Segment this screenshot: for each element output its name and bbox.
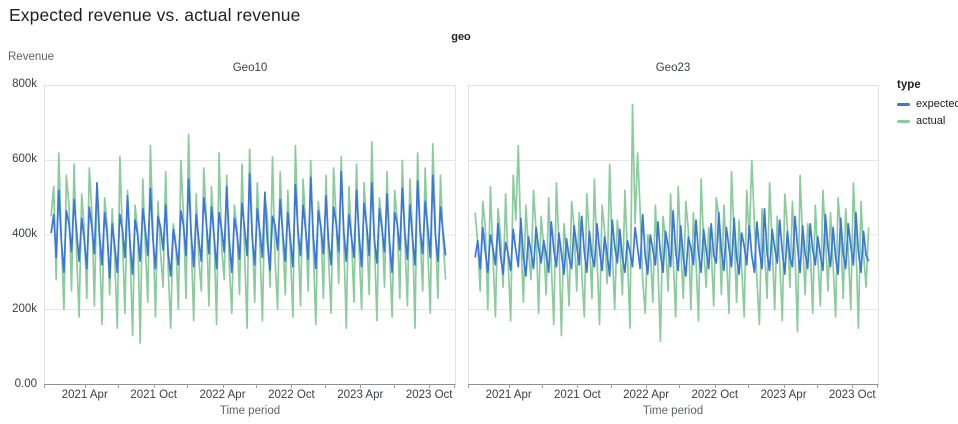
- x-minor-tick: [118, 384, 120, 388]
- x-tick-label: 2021 Oct: [554, 389, 601, 401]
- x-tick: [84, 384, 86, 388]
- panel-title-geo23: Geo23: [655, 62, 691, 74]
- x-minor-tick: [877, 384, 878, 388]
- y-tick-label: 0.00: [14, 378, 37, 390]
- x-minor-tick: [393, 384, 395, 388]
- x-tick: [291, 384, 293, 388]
- panel-title-geo10: Geo10: [232, 62, 268, 74]
- legend: type expected actual: [897, 79, 958, 132]
- x-tick-label: 2023 Oct: [828, 389, 876, 401]
- x-tick: [577, 384, 579, 388]
- x-tick: [714, 384, 716, 388]
- x-minor-tick: [187, 384, 189, 388]
- x-tick-label: 2023 Oct: [405, 389, 453, 401]
- x-tick-label: 2022 Apr: [623, 389, 670, 401]
- y-axis-title: Revenue: [8, 51, 55, 63]
- chart-panel-geo23[interactable]: 2021 Apr 2021 Oct 2022 Apr 2022 Oct 2023 Apr…: [468, 85, 879, 401]
- y-tick-label: 600k: [12, 153, 37, 165]
- legend-entry-expected[interactable]: expected: [897, 98, 958, 110]
- x-tick: [852, 384, 854, 388]
- x-minor-tick: [468, 384, 469, 388]
- x-tick-label: 2023 Apr: [760, 389, 807, 401]
- plot-area[interactable]: [45, 86, 455, 384]
- x-minor-tick: [324, 384, 326, 388]
- y-tick-label: 400k: [12, 228, 37, 240]
- x-tick: [429, 384, 431, 388]
- legend-label: expected: [916, 98, 958, 110]
- x-axis-title: Time period: [642, 405, 704, 417]
- x-tick: [222, 384, 224, 388]
- x-tick: [508, 384, 510, 388]
- x-minor-tick: [679, 384, 681, 388]
- x-tick-label: 2021 Apr: [485, 389, 532, 401]
- legend-swatch-expected: [897, 102, 910, 106]
- x-tick-label: 2022 Oct: [691, 389, 739, 401]
- plot-area[interactable]: [469, 86, 878, 384]
- facet-field-label: geo: [451, 31, 471, 43]
- x-minor-tick: [255, 384, 257, 388]
- x-tick: [783, 384, 785, 388]
- y-axis: 800k 600k 400k 200k 0.00: [0, 78, 37, 390]
- x-minor-tick: [748, 384, 750, 388]
- x-minor-tick: [816, 384, 818, 388]
- x-tick: [646, 384, 648, 388]
- x-minor-tick: [610, 384, 612, 388]
- expected-line: [474, 208, 870, 277]
- legend-swatch-actual: [897, 119, 910, 123]
- legend-label: actual: [916, 115, 946, 127]
- legend-entry-actual[interactable]: actual: [897, 115, 958, 127]
- y-tick-label: 800k: [12, 78, 37, 90]
- y-tick-label: 200k: [12, 303, 37, 315]
- x-tick-label: 2022 Apr: [199, 389, 246, 401]
- x-tick-label: 2021 Apr: [61, 389, 108, 401]
- chart-panel-geo10[interactable]: 2021 Apr 2021 Oct 2022 Apr 2022 Oct 2023 Apr…: [44, 85, 456, 401]
- legend-title: type: [897, 79, 921, 91]
- x-tick-label: 2022 Oct: [268, 389, 315, 401]
- x-minor-tick: [44, 384, 45, 388]
- x-minor-tick: [542, 384, 544, 388]
- x-tick-label: 2021 Oct: [130, 389, 177, 401]
- x-minor-tick: [454, 384, 455, 388]
- x-axis-title: Time period: [219, 405, 281, 417]
- expected-line: [50, 170, 447, 279]
- page-title: Expected revenue vs. actual revenue: [9, 5, 301, 25]
- x-tick-label: 2023 Apr: [337, 389, 384, 401]
- x-tick: [153, 384, 155, 388]
- x-tick: [360, 384, 362, 388]
